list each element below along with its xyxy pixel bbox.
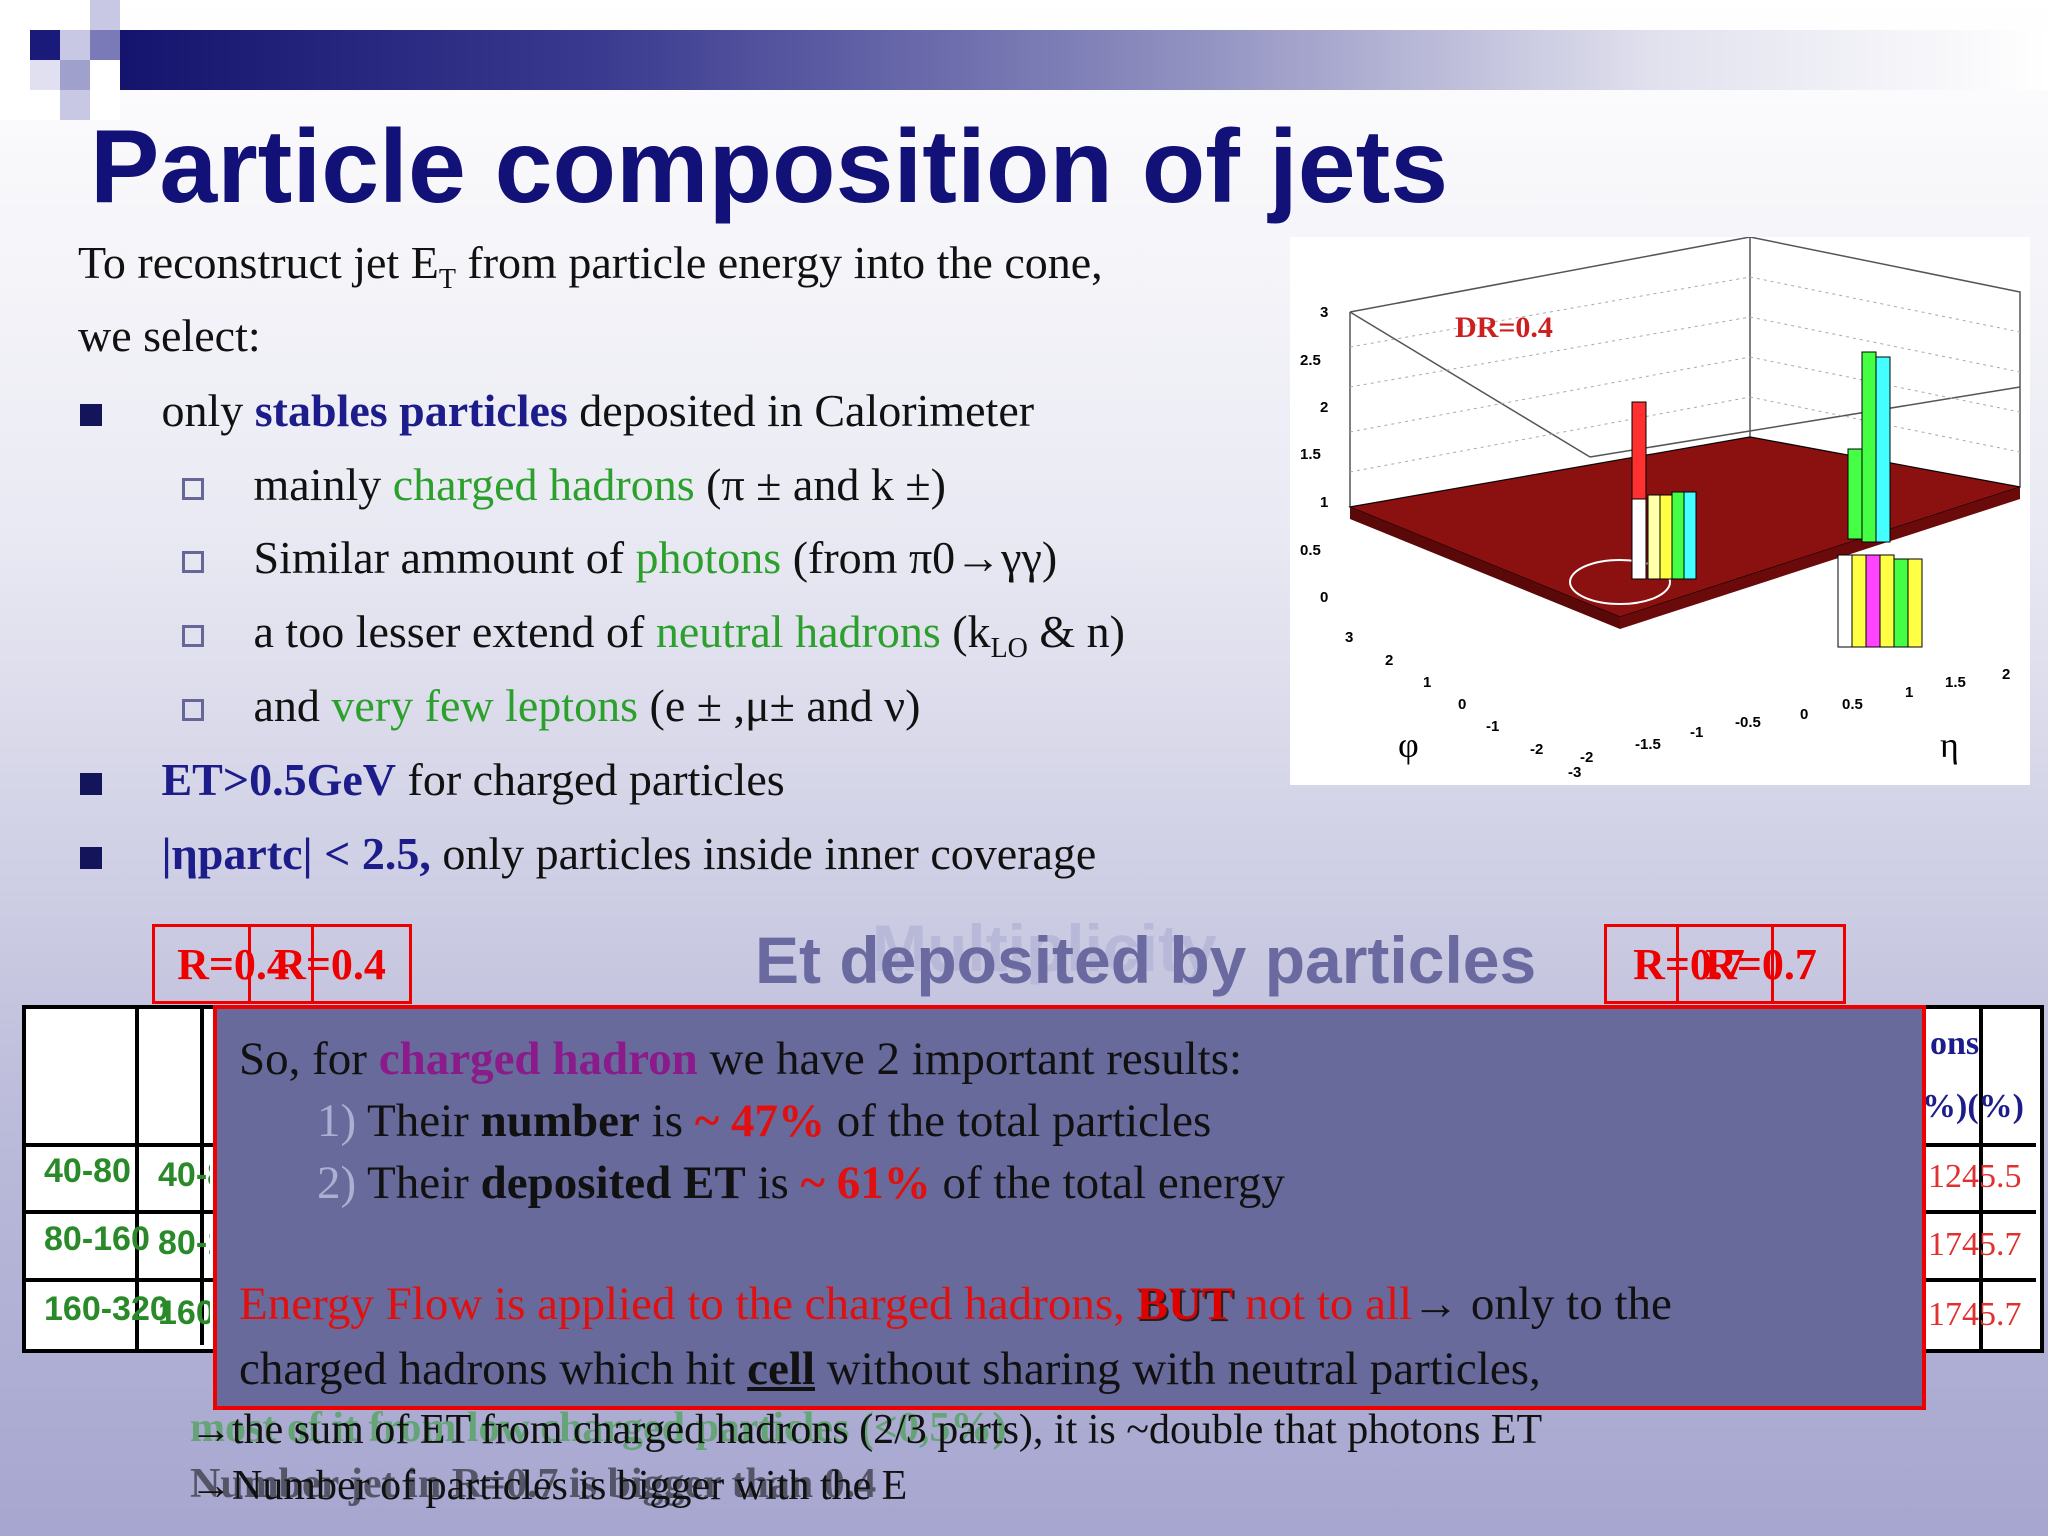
phi-tick: 0 — [1458, 696, 1466, 713]
intro-line-2: we select: — [78, 310, 261, 361]
bullet-eta-cut: |ηpartc| < 2.5, only particles inside in… — [80, 826, 1096, 882]
table-right-header-units: %)(%) — [1922, 1088, 2024, 1125]
bottom-line-1-ghost: most of it from low charged particles (<… — [190, 1405, 1007, 1451]
callout-line-5: charged hadrons which hit cell without s… — [239, 1343, 1541, 1395]
phi-tick: 1 — [1423, 674, 1431, 691]
y-tick: 0.5 — [1300, 542, 1321, 559]
row-label: 80-160 — [44, 1220, 150, 1258]
eta-tick: -2 — [1580, 749, 1593, 766]
phi-tick: -2 — [1530, 741, 1543, 758]
phi-tick: 2 — [1385, 652, 1393, 669]
chart-annotation: DR=0.4 — [1455, 311, 1553, 344]
row-label: 80-160 — [158, 1224, 210, 1262]
row-label: 160-320 — [158, 1294, 210, 1332]
heading-multiplicity: Multiplicity — [872, 911, 1217, 985]
sub-bullet-leptons: and very few leptons (e ± ,μ± and ν) — [182, 678, 920, 734]
r-label-box: R=0.4 — [152, 924, 314, 1004]
table-right-value: 1745.7 — [1928, 1226, 2022, 1263]
bullet-et-cut: ET>0.5GeV for charged particles — [80, 752, 785, 808]
table-right-header: ons — [1930, 1025, 1980, 1062]
results-callout: So, for charged hadron we have 2 importa… — [213, 1005, 1926, 1410]
bottom-line-2-ghost: Number jet in R=0.7 is bigger than 0.4 — [190, 1461, 877, 1507]
bottom-line-1: →the sum of ET from charged hadrons (2/3… — [190, 1407, 1543, 1453]
lego-plot-svg: DR=0.4 3 2.5 2 1.5 1 0.5 0 3 2 1 0 -1 -2… — [1300, 236, 2021, 781]
bullet-stable-particles: only stables particles deposited in Calo… — [80, 383, 1034, 439]
eta-tick: -0.5 — [1735, 714, 1761, 731]
table-right-value: 1745.7 — [1928, 1296, 2022, 1333]
callout-line-1: So, for charged hadron we have 2 importa… — [239, 1033, 1243, 1085]
square-bullet-icon — [80, 773, 102, 795]
bottom-line-2: →Number of particles is bigger with the … — [190, 1463, 908, 1509]
y-tick: 3 — [1320, 304, 1328, 321]
row-label: 40-80 — [158, 1156, 210, 1194]
callout-line-4: Energy Flow is applied to the charged ha… — [239, 1278, 1672, 1330]
r-label-box: R=0.4 — [248, 924, 412, 1004]
phi-tick: -1 — [1486, 718, 1499, 735]
y-tick: 0 — [1320, 589, 1328, 606]
y-tick: 1 — [1320, 494, 1328, 511]
chart-ylabel: η — [1940, 725, 1959, 765]
header-gradient-bar — [120, 30, 2048, 90]
sub-bullet-charged-hadrons: mainly charged hadrons (π ± and k ±) — [182, 457, 946, 513]
r-label-box: R=0.7 — [1676, 924, 1846, 1004]
eta-tick: 2 — [2002, 666, 2010, 683]
intro-line-1: To reconstruct jet ET from particle ener… — [78, 237, 1103, 296]
square-bullet-icon — [80, 847, 102, 869]
hollow-square-bullet-icon — [182, 551, 204, 573]
row-label: 40-80 — [44, 1152, 131, 1190]
phi-tick: -3 — [1568, 764, 1581, 781]
eta-tick: 0.5 — [1842, 696, 1863, 713]
lego-plot-dr04: DR=0.4 3 2.5 2 1.5 1 0.5 0 3 2 1 0 -1 -2… — [1290, 236, 2030, 785]
eta-tick: -1.5 — [1635, 736, 1661, 753]
y-tick: 2.5 — [1300, 352, 1321, 369]
eta-tick: -1 — [1690, 724, 1703, 741]
row-label: 160-320 — [44, 1290, 169, 1328]
callout-line-3: 2) Their deposited ET is ~ 61% of the to… — [317, 1157, 1285, 1209]
callout-line-2: 1) Their number is ~ 47% of the total pa… — [317, 1095, 1212, 1147]
hollow-square-bullet-icon — [182, 478, 204, 500]
table-right-value: 1245.5 — [1928, 1158, 2022, 1195]
y-tick: 1.5 — [1300, 446, 1321, 463]
eta-tick: 0 — [1800, 706, 1808, 723]
phi-tick: 3 — [1345, 629, 1353, 646]
square-bullet-icon — [80, 404, 102, 426]
sub-bullet-neutral-hadrons: a too lesser extend of neutral hadrons (… — [182, 604, 1125, 677]
chart-xlabel: φ — [1398, 725, 1419, 765]
hollow-square-bullet-icon — [182, 625, 204, 647]
sub-bullet-photons: Similar ammount of photons (from π0→γγ) — [182, 530, 1057, 586]
y-tick: 2 — [1320, 399, 1328, 416]
heading-et-deposited: Et deposited by particles — [755, 923, 1537, 997]
slide-title: Particle composition of jets — [90, 109, 1449, 225]
eta-tick: 1.5 — [1945, 674, 1966, 691]
eta-tick: 1 — [1905, 684, 1913, 701]
hollow-square-bullet-icon — [182, 699, 204, 721]
